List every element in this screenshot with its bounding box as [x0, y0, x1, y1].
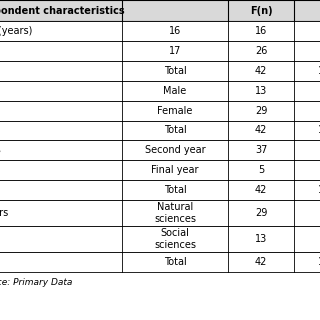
- Bar: [0, 226, 320, 252]
- Text: Source: Primary Data: Source: Primary Data: [0, 277, 72, 286]
- Text: Total: Total: [164, 185, 186, 195]
- Bar: [0, 41, 320, 61]
- Bar: [0, 61, 320, 81]
- Text: Total: Total: [164, 125, 186, 135]
- Text: 13: 13: [255, 234, 267, 244]
- Text: 100: 100: [318, 257, 320, 267]
- Text: Male: Male: [164, 86, 187, 96]
- Text: Natural
sciences: Natural sciences: [154, 202, 196, 224]
- Text: 16: 16: [169, 26, 181, 36]
- Bar: [0, 81, 320, 100]
- Text: Second year: Second year: [145, 145, 205, 155]
- Bar: [0, 160, 320, 180]
- Text: 26: 26: [255, 46, 267, 56]
- Text: 100: 100: [318, 66, 320, 76]
- Text: 29: 29: [255, 208, 267, 218]
- Bar: [0, 0, 320, 21]
- Text: Majors: Majors: [0, 208, 8, 218]
- Bar: [0, 140, 320, 160]
- Bar: [0, 121, 320, 140]
- Text: 42: 42: [255, 257, 267, 267]
- Text: Final year: Final year: [151, 165, 199, 175]
- Text: 17: 17: [169, 46, 181, 56]
- Text: 5: 5: [258, 165, 264, 175]
- Text: 42: 42: [255, 185, 267, 195]
- Bar: [0, 21, 320, 41]
- Text: Res-pondent characteristics: Res-pondent characteristics: [0, 5, 124, 15]
- Bar: [0, 252, 320, 271]
- Text: Class: Class: [0, 145, 2, 155]
- Text: Social
sciences: Social sciences: [154, 228, 196, 250]
- Text: Female: Female: [157, 106, 193, 116]
- Text: 100: 100: [318, 185, 320, 195]
- Text: 29: 29: [255, 106, 267, 116]
- Text: 42: 42: [255, 125, 267, 135]
- Text: Total: Total: [164, 66, 186, 76]
- Text: Age (years): Age (years): [0, 26, 32, 36]
- Text: F(n): F(n): [250, 5, 272, 15]
- Text: 42: 42: [255, 66, 267, 76]
- Text: Total: Total: [164, 257, 186, 267]
- Bar: [0, 100, 320, 121]
- Bar: [0, 200, 320, 226]
- Text: 37: 37: [255, 145, 267, 155]
- Text: 13: 13: [255, 86, 267, 96]
- Text: 16: 16: [255, 26, 267, 36]
- Bar: [0, 180, 320, 200]
- Text: 100: 100: [318, 125, 320, 135]
